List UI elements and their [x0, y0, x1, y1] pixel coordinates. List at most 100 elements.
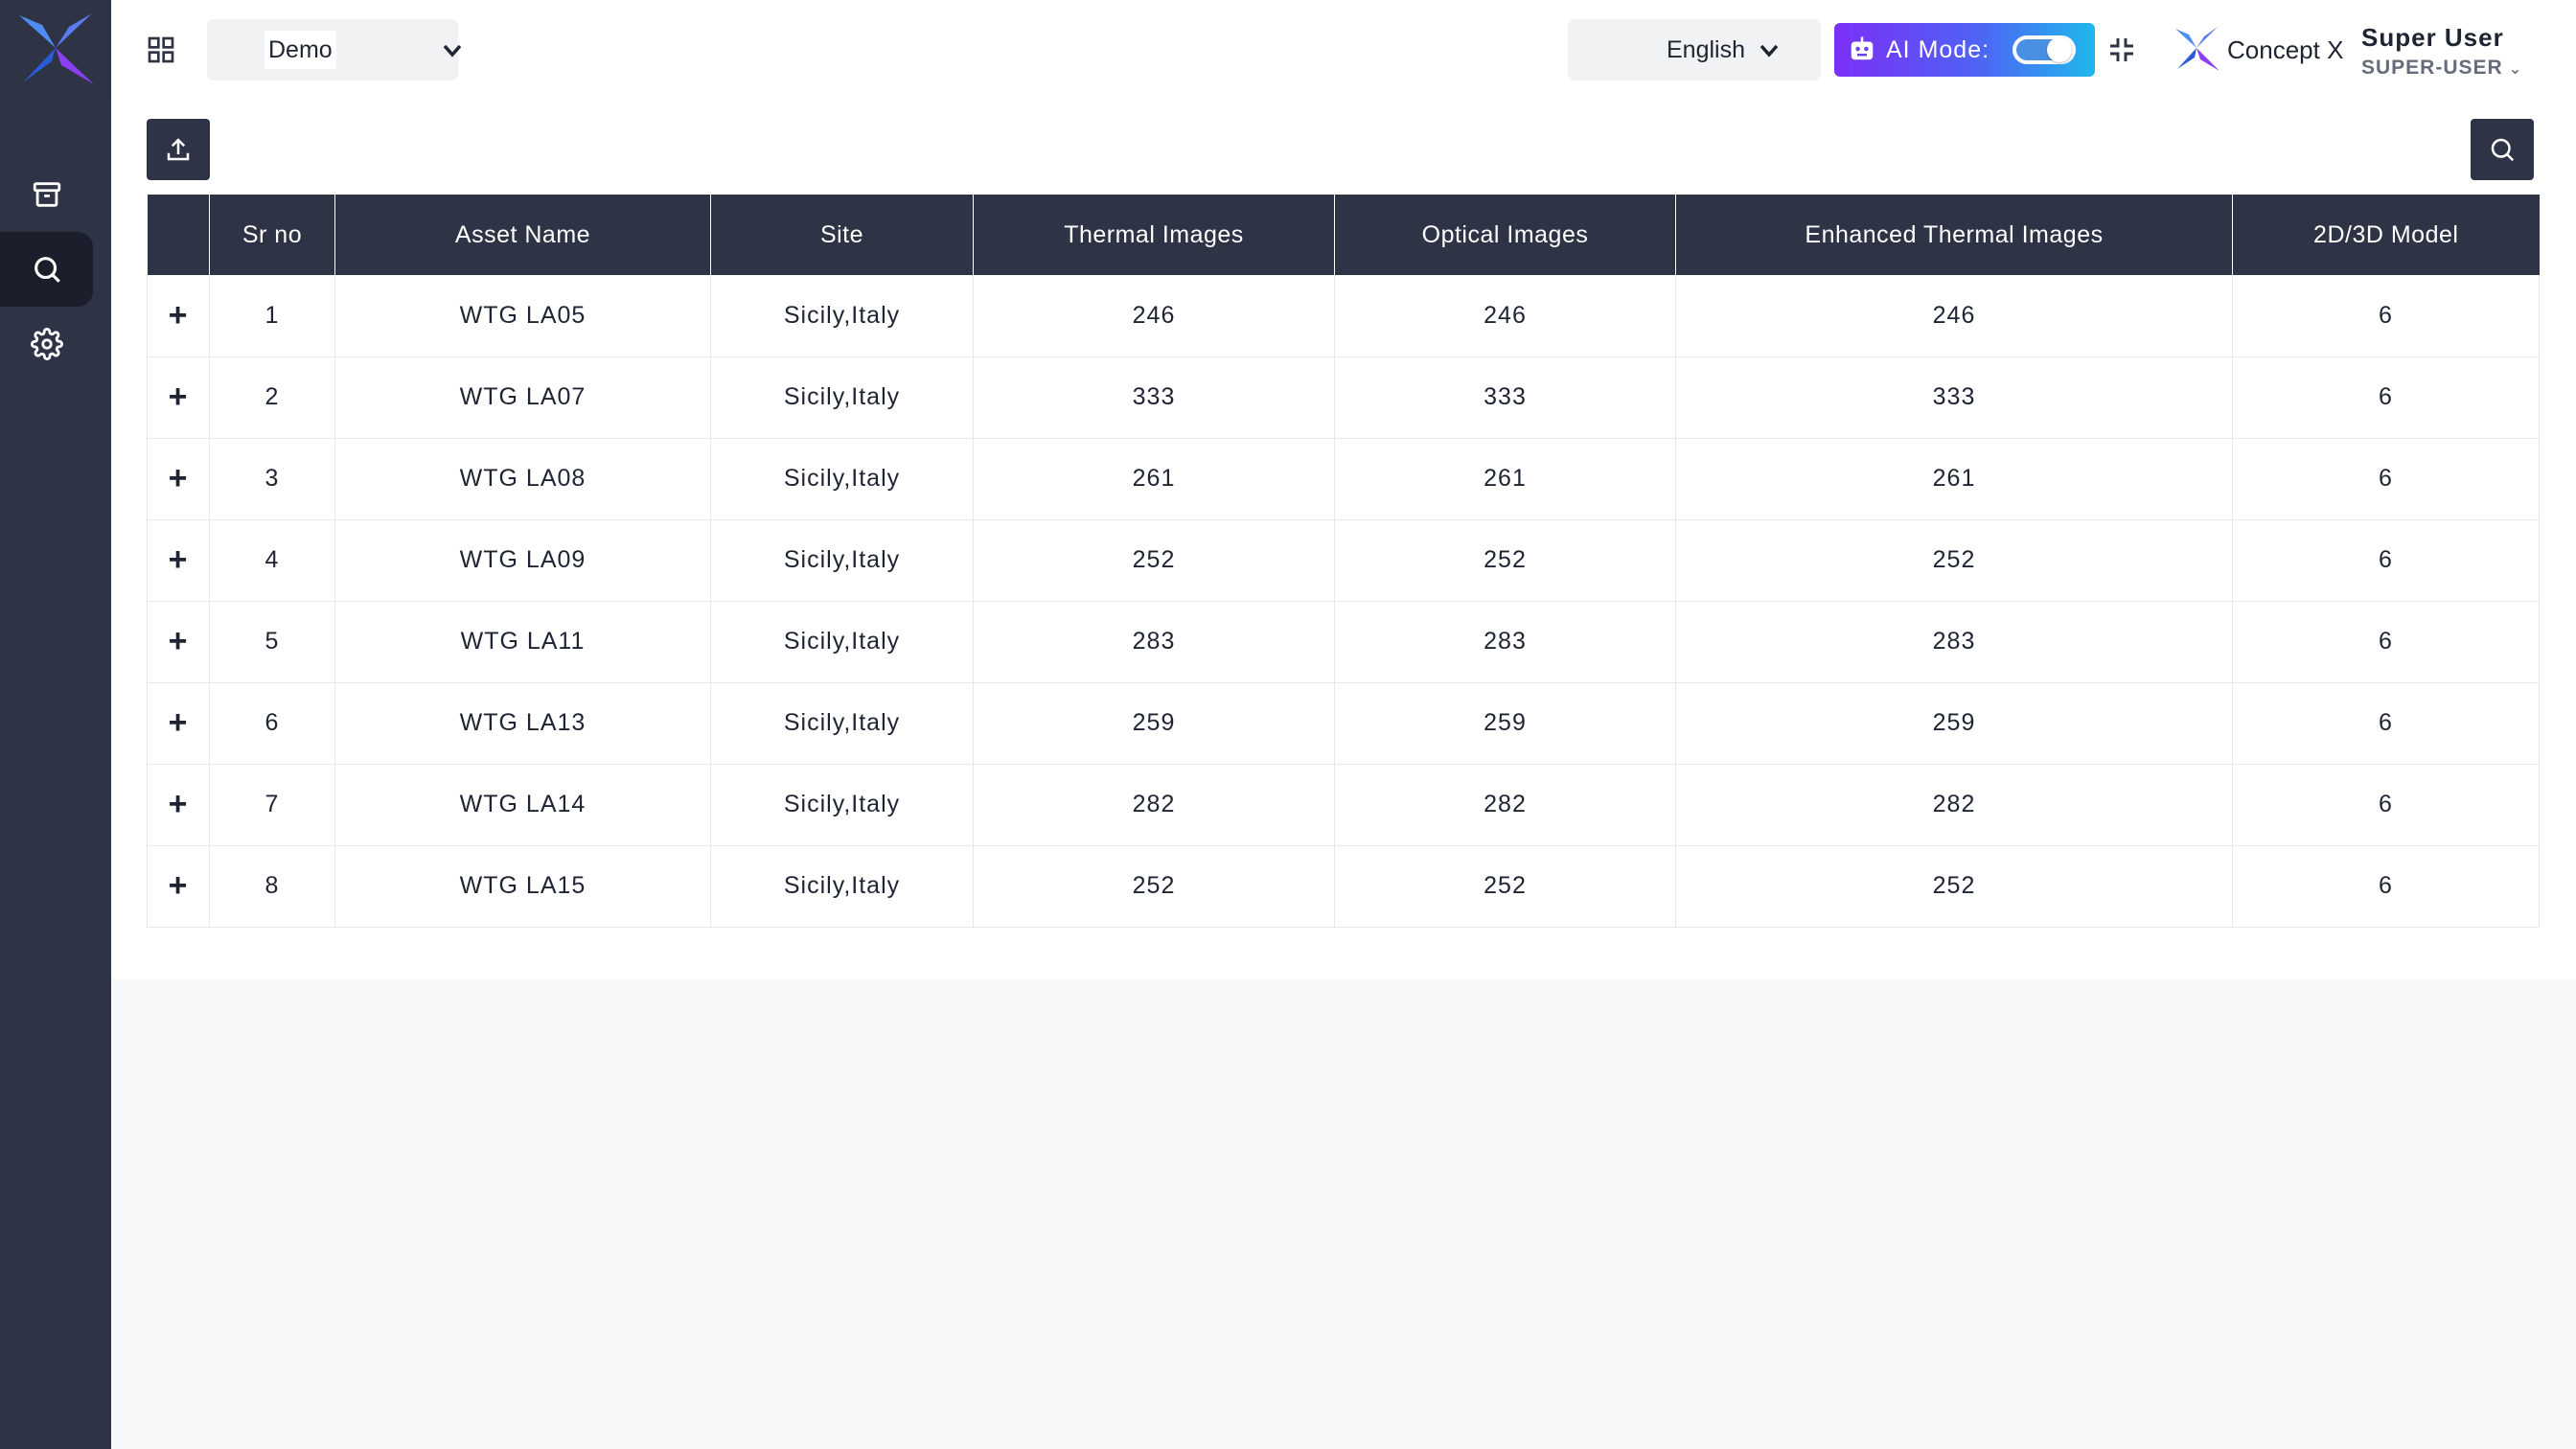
cell-site: Sicily,Italy [710, 438, 974, 520]
ai-mode-control: AI Mode: [1834, 23, 2095, 77]
search-icon [34, 257, 60, 283]
cell-enhanced-thermal-images: 261 [1675, 438, 2233, 520]
cell-site: Sicily,Italy [710, 519, 974, 602]
cell-optical-images: 246 [1334, 275, 1676, 357]
cell-sr-no: 5 [209, 601, 335, 683]
plus-icon: + [168, 460, 189, 496]
expand-row-button[interactable]: + [147, 519, 210, 602]
cell-thermal-images: 259 [973, 682, 1335, 765]
expand-row-button[interactable]: + [147, 275, 210, 357]
archive-icon [33, 182, 60, 207]
table-search-button[interactable] [2471, 119, 2534, 180]
table-row[interactable]: + 3 WTG LA08 Sicily,Italy 261 261 261 6 [147, 438, 2540, 520]
cell-asset-name: WTG LA09 [334, 519, 711, 602]
cell-enhanced-thermal-images: 252 [1675, 519, 2233, 602]
table-row[interactable]: + 5 WTG LA11 Sicily,Italy 283 283 283 6 [147, 601, 2540, 683]
cell-optical-images: 261 [1334, 438, 1676, 520]
table-row[interactable]: + 2 WTG LA07 Sicily,Italy 333 333 333 6 [147, 356, 2540, 439]
robot-icon [1851, 36, 1874, 60]
cell-model: 6 [2232, 275, 2540, 357]
user-role: SUPER-USER ⌄ [2361, 57, 2553, 80]
cell-thermal-images: 261 [973, 438, 1335, 520]
gear-icon [30, 328, 63, 360]
cell-optical-images: 252 [1334, 845, 1676, 928]
language-select[interactable]: English [1568, 19, 1821, 80]
cell-sr-no: 1 [209, 275, 335, 357]
chevron-down-icon [1760, 44, 1779, 58]
table-row[interactable]: + 6 WTG LA13 Sicily,Italy 259 259 259 6 [147, 682, 2540, 765]
user-role-text: SUPER-USER [2361, 57, 2503, 79]
expand-row-button[interactable]: + [147, 356, 210, 439]
cell-enhanced-thermal-images: 283 [1675, 601, 2233, 683]
concept-x-logo-icon [2175, 27, 2220, 71]
cell-sr-no: 2 [209, 356, 335, 439]
upload-button[interactable] [147, 119, 210, 180]
column-header-asset-name[interactable]: Asset Name [334, 195, 711, 275]
apps-grid-icon[interactable] [146, 34, 176, 65]
user-name: Super User [2361, 23, 2504, 52]
table-row[interactable]: + 8 WTG LA15 Sicily,Italy 252 252 252 6 [147, 845, 2540, 928]
cell-optical-images: 282 [1334, 764, 1676, 846]
cell-thermal-images: 252 [973, 845, 1335, 928]
cell-asset-name: WTG LA13 [334, 682, 711, 765]
language-select-value: English [1667, 36, 1745, 63]
sidebar [0, 0, 111, 1449]
cell-model: 6 [2232, 356, 2540, 439]
table-row[interactable]: + 1 WTG LA05 Sicily,Italy 246 246 246 6 [147, 275, 2540, 357]
toggle-knob [2047, 37, 2072, 62]
cell-sr-no: 3 [209, 438, 335, 520]
cell-enhanced-thermal-images: 333 [1675, 356, 2233, 439]
plus-icon: + [168, 541, 189, 578]
column-header-model[interactable]: 2D/3D Model [2232, 195, 2540, 275]
ai-mode-toggle[interactable] [2012, 35, 2076, 64]
sidebar-item-settings[interactable] [0, 307, 93, 381]
table-row[interactable]: + 7 WTG LA14 Sicily,Italy 282 282 282 6 [147, 764, 2540, 846]
cell-site: Sicily,Italy [710, 845, 974, 928]
cell-site: Sicily,Italy [710, 275, 974, 357]
plus-icon: + [168, 867, 189, 904]
plus-icon: + [168, 786, 189, 822]
sidebar-item-archive[interactable] [0, 157, 93, 232]
column-header-thermal-images[interactable]: Thermal Images [973, 195, 1335, 275]
cell-sr-no: 6 [209, 682, 335, 765]
expand-row-button[interactable]: + [147, 845, 210, 928]
cell-asset-name: WTG LA08 [334, 438, 711, 520]
cell-asset-name: WTG LA11 [334, 601, 711, 683]
cell-enhanced-thermal-images: 282 [1675, 764, 2233, 846]
expand-row-button[interactable]: + [147, 601, 210, 683]
column-header-sr-no[interactable]: Sr no [209, 195, 335, 275]
cell-thermal-images: 282 [973, 764, 1335, 846]
search-icon [2491, 138, 2515, 162]
column-header-enhanced-thermal-images[interactable]: Enhanced Thermal Images [1675, 195, 2233, 275]
table-row[interactable]: + 4 WTG LA09 Sicily,Italy 252 252 252 6 [147, 519, 2540, 602]
plus-icon: + [168, 379, 189, 415]
column-header-optical-images[interactable]: Optical Images [1334, 195, 1676, 275]
cell-model: 6 [2232, 845, 2540, 928]
expand-row-button[interactable]: + [147, 438, 210, 520]
table-header-row: Sr no Asset Name Site Thermal Images Opt… [147, 195, 2540, 275]
project-select[interactable]: Demo [207, 19, 462, 80]
upload-icon [167, 138, 190, 161]
plus-icon: + [168, 704, 189, 741]
expand-row-button[interactable]: + [147, 764, 210, 846]
app-logo[interactable] [13, 12, 98, 86]
cell-site: Sicily,Italy [710, 682, 974, 765]
cell-thermal-images: 283 [973, 601, 1335, 683]
sidebar-item-search[interactable] [0, 232, 93, 307]
cell-sr-no: 4 [209, 519, 335, 602]
user-menu[interactable]: Super User SUPER-USER ⌄ [2361, 23, 2553, 80]
cell-asset-name: WTG LA05 [334, 275, 711, 357]
project-select-value: Demo [264, 31, 336, 69]
top-header: Demo English AI Mode: [111, 0, 2576, 100]
expand-row-button[interactable]: + [147, 682, 210, 765]
cell-model: 6 [2232, 764, 2540, 846]
exit-fullscreen-icon[interactable] [2106, 34, 2137, 65]
cell-thermal-images: 246 [973, 275, 1335, 357]
main-content: Sr no Asset Name Site Thermal Images Opt… [111, 100, 2576, 979]
brand: Concept X [2172, 23, 2343, 77]
cell-asset-name: WTG LA07 [334, 356, 711, 439]
plus-icon: + [168, 623, 189, 659]
cell-asset-name: WTG LA15 [334, 845, 711, 928]
cell-model: 6 [2232, 601, 2540, 683]
column-header-site[interactable]: Site [710, 195, 974, 275]
